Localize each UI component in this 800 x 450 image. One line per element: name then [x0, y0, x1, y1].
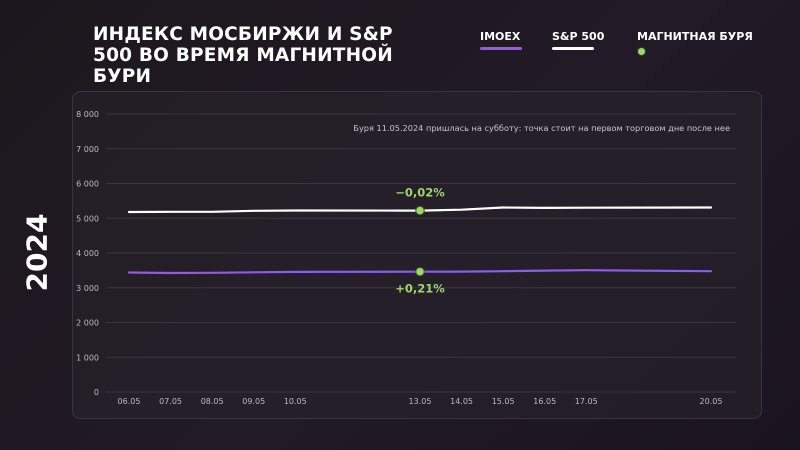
y-tick-label: 6 000 [76, 180, 99, 189]
year-label: 2024 [20, 213, 54, 291]
storm-change-label-sp500: −0,02% [395, 186, 445, 200]
legend-item-imoex: IMOEX [480, 30, 522, 50]
y-tick-label: 0 [94, 388, 99, 397]
year-label-box: 2024 [7, 212, 67, 292]
x-tick-label: 17.05 [575, 397, 598, 406]
y-tick-label: 1 000 [76, 353, 99, 362]
y-tick-label: 2 000 [76, 319, 99, 328]
x-tick-label: 08.05 [201, 397, 224, 406]
x-tick-label: 07.05 [159, 397, 182, 406]
x-tick-label: 14.05 [450, 397, 473, 406]
legend-swatch-storm [637, 47, 646, 56]
y-tick-label: 8 000 [76, 110, 99, 119]
storm-marker-sp500 [415, 205, 425, 216]
storm-marker-imoex [415, 266, 425, 277]
legend-item-storm: МАГНИТНАЯ БУРЯ [637, 30, 753, 56]
chart-panel: 0 1 000 2 000 3 000 4 000 5 000 6 000 7 000 8 00… [72, 91, 762, 419]
legend-label-imoex: IMOEX [480, 30, 521, 43]
y-tick-label: 3 000 [76, 284, 99, 293]
legend-swatch-imoex [480, 47, 522, 50]
line-chart: 0 1 000 2 000 3 000 4 000 5 000 6 000 7 000 8 00… [76, 110, 736, 406]
y-tick-label: 7 000 [76, 145, 99, 154]
x-tick-label: 20.05 [700, 397, 723, 406]
storm-change-label-imoex: +0,21% [395, 282, 445, 296]
y-tick-label: 5 000 [76, 214, 99, 223]
chart-annotation: Буря 11.05.2024 пришлась на субботу: точ… [353, 123, 730, 133]
legend-label-storm: МАГНИТНАЯ БУРЯ [637, 30, 753, 43]
legend-swatch-sp500 [552, 47, 594, 50]
x-tick-label: 16.05 [533, 397, 556, 406]
x-tick-label: 06.05 [118, 397, 141, 406]
legend-label-sp500: S&P 500 [552, 30, 605, 43]
y-tick-label: 4 000 [76, 249, 99, 258]
x-tick-label: 09.05 [242, 397, 265, 406]
chart-title: ИНДЕКС МОСБИРЖИ И S&P 500 ВО ВРЕМЯ МАГНИ… [93, 24, 393, 87]
x-tick-label: 15.05 [492, 397, 515, 406]
x-tick-label: 13.05 [409, 397, 432, 406]
x-tick-label: 10.05 [284, 397, 307, 406]
legend-item-sp500: S&P 500 [552, 30, 604, 50]
